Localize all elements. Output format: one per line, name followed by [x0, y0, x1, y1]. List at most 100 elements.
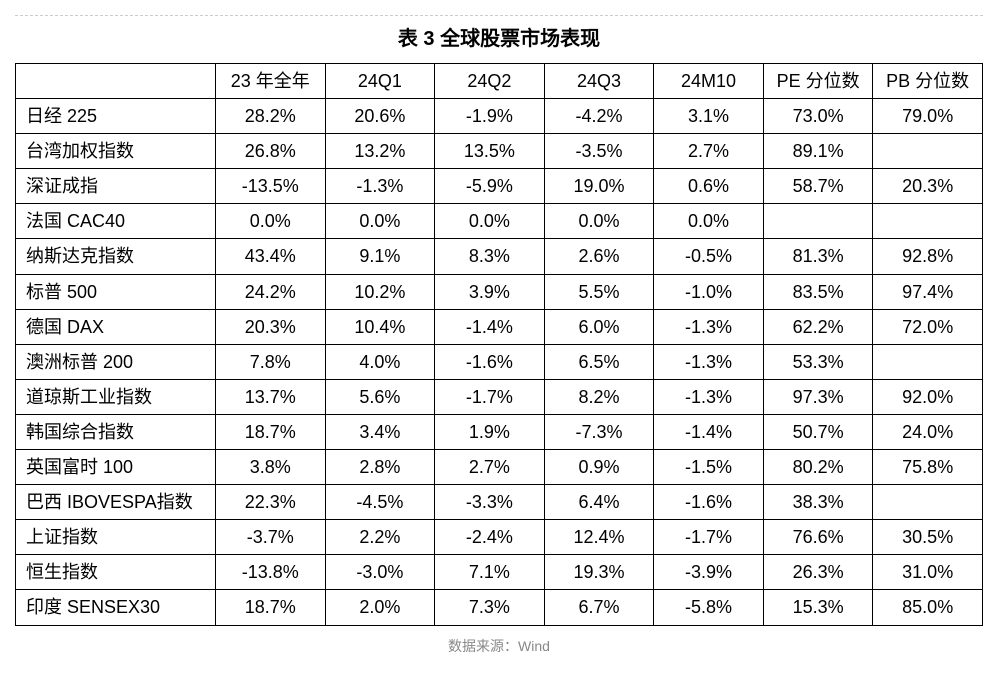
data-source-label: 数据来源：Wind: [15, 636, 983, 656]
index-name-cell: 恒生指数: [16, 555, 216, 590]
index-name-cell: 道琼斯工业指数: [16, 379, 216, 414]
value-cell: 7.3%: [435, 590, 545, 625]
table-row: 法国 CAC400.0%0.0%0.0%0.0%0.0%: [16, 204, 983, 239]
value-cell: 0.9%: [544, 450, 654, 485]
table-row: 纳斯达克指数43.4%9.1%8.3%2.6%-0.5%81.3%92.8%: [16, 239, 983, 274]
value-cell: 2.6%: [544, 239, 654, 274]
value-cell: 13.5%: [435, 134, 545, 169]
value-cell: 3.8%: [216, 450, 326, 485]
table-row: 韩国综合指数18.7%3.4%1.9%-7.3%-1.4%50.7%24.0%: [16, 414, 983, 449]
value-cell: 2.7%: [435, 450, 545, 485]
value-cell: 97.4%: [873, 274, 983, 309]
value-cell: 92.8%: [873, 239, 983, 274]
index-name-cell: 澳洲标普 200: [16, 344, 216, 379]
value-cell: 10.2%: [325, 274, 435, 309]
value-cell: 20.3%: [216, 309, 326, 344]
value-cell: 20.6%: [325, 99, 435, 134]
value-cell: 2.7%: [654, 134, 764, 169]
value-cell: 3.4%: [325, 414, 435, 449]
value-cell: 72.0%: [873, 309, 983, 344]
value-cell: -3.9%: [654, 555, 764, 590]
value-cell: [873, 485, 983, 520]
table-row: 德国 DAX20.3%10.4%-1.4%6.0%-1.3%62.2%72.0%: [16, 309, 983, 344]
value-cell: 5.6%: [325, 379, 435, 414]
value-cell: 81.3%: [763, 239, 873, 274]
value-cell: 50.7%: [763, 414, 873, 449]
value-cell: [873, 344, 983, 379]
value-cell: [763, 204, 873, 239]
index-name-cell: 标普 500: [16, 274, 216, 309]
value-cell: -13.5%: [216, 169, 326, 204]
header-col: 24Q1: [325, 64, 435, 99]
value-cell: 26.8%: [216, 134, 326, 169]
value-cell: [873, 204, 983, 239]
index-name-cell: 上证指数: [16, 520, 216, 555]
value-cell: 6.0%: [544, 309, 654, 344]
value-cell: 43.4%: [216, 239, 326, 274]
header-col: PE 分位数: [763, 64, 873, 99]
value-cell: 3.1%: [654, 99, 764, 134]
table-row: 深证成指-13.5%-1.3%-5.9%19.0%0.6%58.7%20.3%: [16, 169, 983, 204]
value-cell: 26.3%: [763, 555, 873, 590]
table-row: 英国富时 1003.8%2.8%2.7%0.9%-1.5%80.2%75.8%: [16, 450, 983, 485]
top-separator: [15, 15, 983, 16]
value-cell: -7.3%: [544, 414, 654, 449]
value-cell: 53.3%: [763, 344, 873, 379]
value-cell: -0.5%: [654, 239, 764, 274]
header-col: 24M10: [654, 64, 764, 99]
table-row: 标普 50024.2%10.2%3.9%5.5%-1.0%83.5%97.4%: [16, 274, 983, 309]
value-cell: 0.0%: [654, 204, 764, 239]
value-cell: 62.2%: [763, 309, 873, 344]
value-cell: 0.6%: [654, 169, 764, 204]
value-cell: 6.7%: [544, 590, 654, 625]
value-cell: -3.5%: [544, 134, 654, 169]
value-cell: 13.7%: [216, 379, 326, 414]
value-cell: -1.6%: [435, 344, 545, 379]
value-cell: -1.5%: [654, 450, 764, 485]
value-cell: 22.3%: [216, 485, 326, 520]
value-cell: 7.8%: [216, 344, 326, 379]
value-cell: -5.9%: [435, 169, 545, 204]
value-cell: 12.4%: [544, 520, 654, 555]
value-cell: 28.2%: [216, 99, 326, 134]
value-cell: 2.8%: [325, 450, 435, 485]
value-cell: -4.5%: [325, 485, 435, 520]
value-cell: 19.0%: [544, 169, 654, 204]
header-col: 23 年全年: [216, 64, 326, 99]
value-cell: 0.0%: [544, 204, 654, 239]
value-cell: -5.8%: [654, 590, 764, 625]
value-cell: -1.7%: [654, 520, 764, 555]
value-cell: 24.0%: [873, 414, 983, 449]
value-cell: 80.2%: [763, 450, 873, 485]
index-name-cell: 巴西 IBOVESPA指数: [16, 485, 216, 520]
value-cell: 0.0%: [325, 204, 435, 239]
value-cell: 75.8%: [873, 450, 983, 485]
value-cell: 3.9%: [435, 274, 545, 309]
value-cell: 8.3%: [435, 239, 545, 274]
table-row: 台湾加权指数26.8%13.2%13.5%-3.5%2.7%89.1%: [16, 134, 983, 169]
header-col: 24Q3: [544, 64, 654, 99]
value-cell: 30.5%: [873, 520, 983, 555]
value-cell: 15.3%: [763, 590, 873, 625]
value-cell: -3.7%: [216, 520, 326, 555]
performance-table: 23 年全年 24Q1 24Q2 24Q3 24M10 PE 分位数 PB 分位…: [15, 63, 983, 626]
table-row: 日经 22528.2%20.6%-1.9%-4.2%3.1%73.0%79.0%: [16, 99, 983, 134]
value-cell: 31.0%: [873, 555, 983, 590]
value-cell: -1.6%: [654, 485, 764, 520]
value-cell: 4.0%: [325, 344, 435, 379]
value-cell: 20.3%: [873, 169, 983, 204]
value-cell: -1.9%: [435, 99, 545, 134]
index-name-cell: 德国 DAX: [16, 309, 216, 344]
value-cell: 18.7%: [216, 414, 326, 449]
table-row: 道琼斯工业指数13.7%5.6%-1.7%8.2%-1.3%97.3%92.0%: [16, 379, 983, 414]
value-cell: 73.0%: [763, 99, 873, 134]
index-name-cell: 韩国综合指数: [16, 414, 216, 449]
value-cell: 79.0%: [873, 99, 983, 134]
table-row: 上证指数-3.7%2.2%-2.4%12.4%-1.7%76.6%30.5%: [16, 520, 983, 555]
value-cell: -1.3%: [654, 379, 764, 414]
value-cell: -4.2%: [544, 99, 654, 134]
value-cell: -3.0%: [325, 555, 435, 590]
value-cell: 18.7%: [216, 590, 326, 625]
value-cell: 76.6%: [763, 520, 873, 555]
table-row: 巴西 IBOVESPA指数22.3%-4.5%-3.3%6.4%-1.6%38.…: [16, 485, 983, 520]
